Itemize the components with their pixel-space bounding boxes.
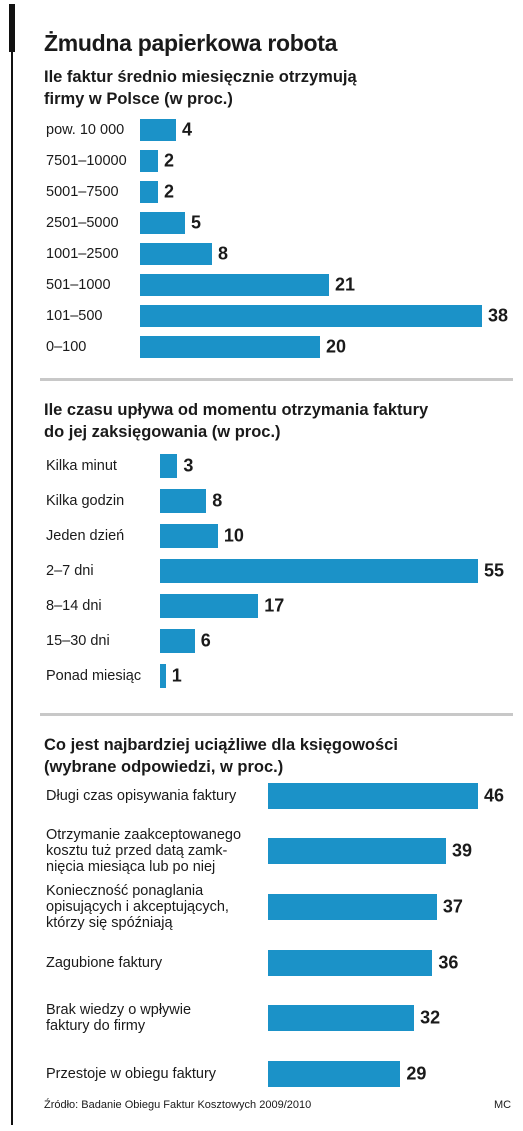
- category-label: Konieczność ponaglania opisujących i akc…: [46, 883, 229, 931]
- bar: [268, 1005, 415, 1031]
- category-label: 2501–5000: [46, 215, 119, 231]
- bar: [160, 594, 259, 618]
- value-label: 20: [326, 336, 347, 357]
- category-label: Zagubione faktury: [46, 955, 163, 971]
- category-label: 8–14 dni: [46, 598, 102, 614]
- value-label: 21: [335, 274, 356, 295]
- separator: [40, 713, 513, 716]
- bar: [140, 181, 158, 203]
- bar: [160, 629, 195, 653]
- value-label: 8: [212, 490, 223, 511]
- category-label: Długi czas opisywania faktury: [46, 788, 237, 804]
- bar: [140, 150, 158, 172]
- source: Źródło: Badanie Obiegu Faktur Kosztowych…: [44, 1099, 312, 1111]
- value-label: 4: [182, 119, 193, 140]
- category-label: 501–1000: [46, 277, 111, 293]
- category-label: Przestoje w obiegu faktury: [46, 1066, 217, 1082]
- value-label: 46: [484, 785, 505, 806]
- separator: [40, 378, 513, 381]
- bar: [140, 305, 482, 327]
- bar: [160, 524, 218, 548]
- value-label: 38: [488, 305, 509, 326]
- value-label: 3: [183, 455, 194, 476]
- value-label: 39: [452, 840, 473, 861]
- value-label: 2: [164, 181, 175, 202]
- category-label: 1001–2500: [46, 246, 119, 262]
- chart-title: Ile faktur średnio miesięcznie otrzymują…: [44, 68, 357, 108]
- value-label: 37: [442, 896, 463, 917]
- category-label: pow. 10 000: [46, 122, 125, 138]
- category-label: Ponad miesiąc: [46, 668, 142, 684]
- bar: [140, 336, 320, 358]
- value-label: 5: [191, 212, 202, 233]
- category-label: Brak wiedzy o wpływie faktury do firmy: [46, 1002, 192, 1034]
- category-label: 101–500: [46, 308, 103, 324]
- accent-bar: [9, 4, 15, 52]
- value-label: 29: [406, 1063, 427, 1084]
- bar: [268, 1061, 401, 1087]
- bar: [160, 489, 207, 513]
- category-label: Otrzymanie zaakceptowanego kosztu tuż pr…: [46, 827, 242, 875]
- category-label: Kilka minut: [46, 458, 117, 474]
- bar: [140, 212, 185, 234]
- bar: [140, 274, 329, 296]
- value-label: 17: [264, 595, 285, 616]
- value-label: 36: [438, 952, 459, 973]
- category-label: 7501–10000: [46, 153, 127, 169]
- bar: [140, 119, 176, 141]
- bar: [140, 243, 212, 265]
- category-label: 5001–7500: [46, 184, 119, 200]
- value-label: 10: [223, 525, 244, 546]
- value-label: 32: [420, 1007, 441, 1028]
- value-label: 8: [218, 243, 229, 264]
- value-label: 6: [200, 630, 211, 651]
- category-label: 15–30 dni: [46, 633, 110, 649]
- accent-line: [11, 50, 13, 1125]
- main-title: Żmudna papierkowa robota: [44, 30, 338, 56]
- value-label: 2: [164, 150, 175, 171]
- chart-title: Ile czasu upływa od momentu otrzymania f…: [44, 401, 429, 441]
- bar: [268, 894, 437, 920]
- bar: [268, 783, 478, 809]
- value-label: 1: [171, 665, 182, 686]
- category-label: Kilka godzin: [46, 493, 125, 509]
- category-label: 2–7 dni: [46, 563, 94, 579]
- bar: [160, 664, 166, 688]
- chart-title: Co jest najbardziej uciążliwe dla księgo…: [44, 736, 398, 776]
- category-label: Jeden dzień: [46, 528, 125, 544]
- category-label: 0–100: [46, 339, 87, 355]
- value-label: 55: [484, 560, 505, 581]
- credit: MC: [494, 1099, 512, 1111]
- bar: [160, 559, 478, 583]
- bar: [268, 950, 433, 976]
- bar: [268, 838, 447, 864]
- bar: [160, 454, 178, 478]
